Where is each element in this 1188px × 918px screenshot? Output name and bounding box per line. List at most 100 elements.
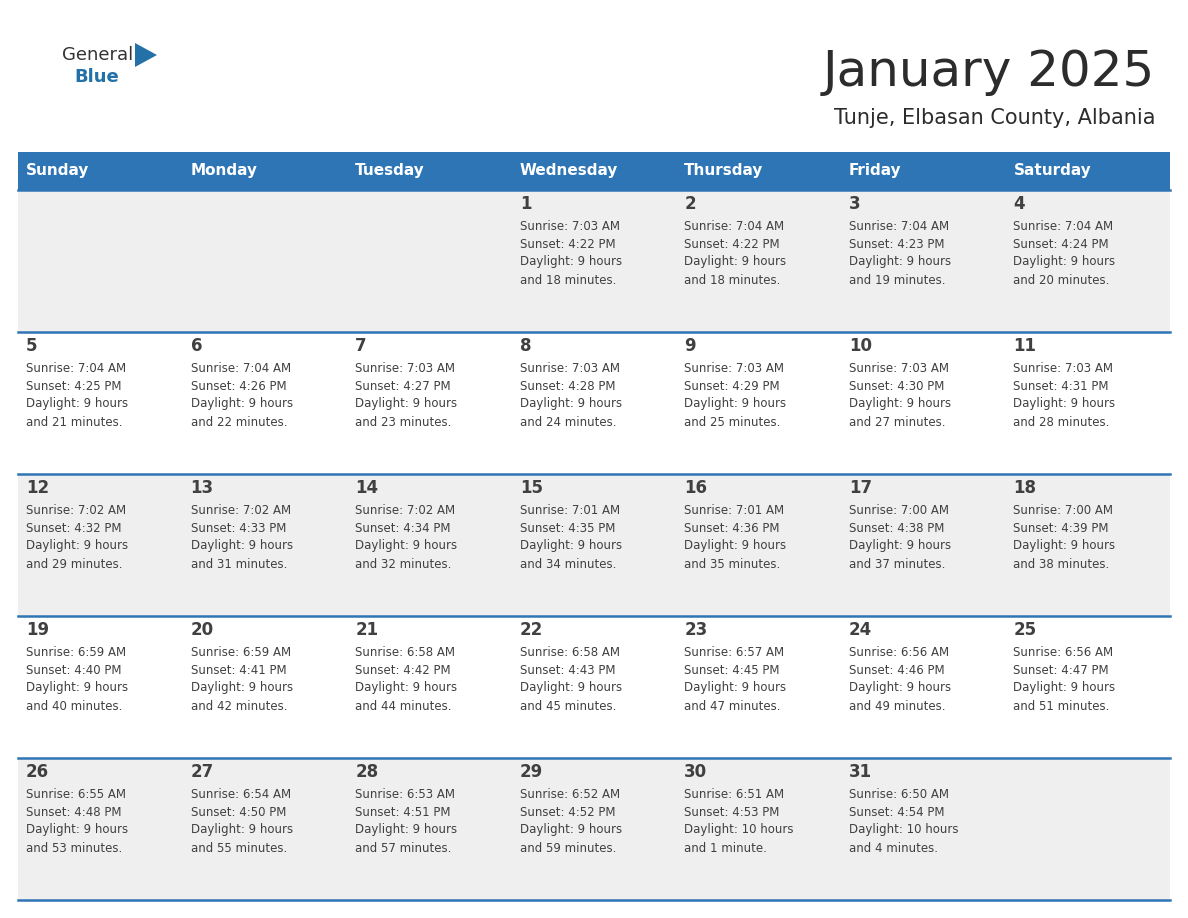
Text: 13: 13: [190, 479, 214, 497]
Text: Sunrise: 7:00 AM: Sunrise: 7:00 AM: [849, 503, 949, 517]
Text: Tuesday: Tuesday: [355, 163, 425, 178]
Text: and 28 minutes.: and 28 minutes.: [1013, 416, 1110, 429]
Text: Daylight: 9 hours: Daylight: 9 hours: [684, 540, 786, 553]
Text: 26: 26: [26, 763, 49, 781]
Bar: [18, 758, 1170, 900]
Text: Daylight: 9 hours: Daylight: 9 hours: [519, 540, 621, 553]
Text: Sunset: 4:50 PM: Sunset: 4:50 PM: [190, 805, 286, 819]
Text: Sunrise: 7:04 AM: Sunrise: 7:04 AM: [849, 219, 949, 232]
Text: Sunrise: 7:04 AM: Sunrise: 7:04 AM: [26, 362, 126, 375]
Text: Sunset: 4:31 PM: Sunset: 4:31 PM: [1013, 379, 1108, 393]
Text: Sunset: 4:47 PM: Sunset: 4:47 PM: [1013, 664, 1110, 677]
Text: Sunrise: 6:56 AM: Sunrise: 6:56 AM: [849, 645, 949, 658]
Text: and 35 minutes.: and 35 minutes.: [684, 557, 781, 570]
Text: and 53 minutes.: and 53 minutes.: [26, 842, 122, 855]
Text: Sunrise: 7:03 AM: Sunrise: 7:03 AM: [519, 219, 620, 232]
Text: and 40 minutes.: and 40 minutes.: [26, 700, 122, 712]
Text: 15: 15: [519, 479, 543, 497]
Text: Thursday: Thursday: [684, 163, 764, 178]
Text: Sunrise: 6:50 AM: Sunrise: 6:50 AM: [849, 788, 949, 800]
Text: and 31 minutes.: and 31 minutes.: [190, 557, 287, 570]
Text: January 2025: January 2025: [823, 48, 1155, 96]
Text: Daylight: 9 hours: Daylight: 9 hours: [849, 397, 950, 410]
Text: Daylight: 9 hours: Daylight: 9 hours: [519, 823, 621, 836]
Text: 8: 8: [519, 337, 531, 355]
Text: 20: 20: [190, 621, 214, 639]
Text: and 38 minutes.: and 38 minutes.: [1013, 557, 1110, 570]
Text: Daylight: 9 hours: Daylight: 9 hours: [519, 397, 621, 410]
Text: 4: 4: [1013, 195, 1025, 213]
Text: Sunrise: 7:03 AM: Sunrise: 7:03 AM: [355, 362, 455, 375]
Text: Daylight: 9 hours: Daylight: 9 hours: [190, 397, 292, 410]
Text: Sunset: 4:39 PM: Sunset: 4:39 PM: [1013, 521, 1108, 534]
Text: Sunset: 4:24 PM: Sunset: 4:24 PM: [1013, 238, 1110, 251]
Text: Sunset: 4:52 PM: Sunset: 4:52 PM: [519, 805, 615, 819]
Text: 21: 21: [355, 621, 378, 639]
Text: Sunset: 4:29 PM: Sunset: 4:29 PM: [684, 379, 779, 393]
Text: and 42 minutes.: and 42 minutes.: [190, 700, 287, 712]
Text: Sunrise: 6:58 AM: Sunrise: 6:58 AM: [519, 645, 620, 658]
Text: Sunset: 4:41 PM: Sunset: 4:41 PM: [190, 664, 286, 677]
Text: 7: 7: [355, 337, 367, 355]
Text: and 45 minutes.: and 45 minutes.: [519, 700, 617, 712]
Text: Daylight: 9 hours: Daylight: 9 hours: [355, 681, 457, 695]
Text: Sunrise: 6:55 AM: Sunrise: 6:55 AM: [26, 788, 126, 800]
Text: and 25 minutes.: and 25 minutes.: [684, 416, 781, 429]
Bar: [512, 152, 676, 190]
Text: Sunrise: 7:04 AM: Sunrise: 7:04 AM: [190, 362, 291, 375]
Text: 14: 14: [355, 479, 378, 497]
Text: Sunset: 4:53 PM: Sunset: 4:53 PM: [684, 805, 779, 819]
Text: and 19 minutes.: and 19 minutes.: [849, 274, 946, 286]
Text: Daylight: 9 hours: Daylight: 9 hours: [1013, 397, 1116, 410]
Text: 25: 25: [1013, 621, 1037, 639]
Text: Sunset: 4:40 PM: Sunset: 4:40 PM: [26, 664, 121, 677]
Text: Sunrise: 7:02 AM: Sunrise: 7:02 AM: [190, 503, 291, 517]
Text: and 34 minutes.: and 34 minutes.: [519, 557, 617, 570]
Text: Sunrise: 6:56 AM: Sunrise: 6:56 AM: [1013, 645, 1113, 658]
Text: and 21 minutes.: and 21 minutes.: [26, 416, 122, 429]
Text: Sunrise: 7:01 AM: Sunrise: 7:01 AM: [519, 503, 620, 517]
Bar: [183, 152, 347, 190]
Text: Saturday: Saturday: [1013, 163, 1092, 178]
Text: Sunday: Sunday: [26, 163, 89, 178]
Text: Daylight: 9 hours: Daylight: 9 hours: [26, 397, 128, 410]
Text: and 18 minutes.: and 18 minutes.: [519, 274, 617, 286]
Text: Sunrise: 6:59 AM: Sunrise: 6:59 AM: [190, 645, 291, 658]
Text: Sunrise: 7:04 AM: Sunrise: 7:04 AM: [684, 219, 784, 232]
Text: 1: 1: [519, 195, 531, 213]
Text: General: General: [62, 46, 133, 64]
Text: Daylight: 9 hours: Daylight: 9 hours: [190, 823, 292, 836]
Text: Daylight: 9 hours: Daylight: 9 hours: [849, 540, 950, 553]
Text: Sunset: 4:28 PM: Sunset: 4:28 PM: [519, 379, 615, 393]
Text: and 32 minutes.: and 32 minutes.: [355, 557, 451, 570]
Bar: [676, 152, 841, 190]
Text: Daylight: 9 hours: Daylight: 9 hours: [1013, 681, 1116, 695]
Text: Sunrise: 7:02 AM: Sunrise: 7:02 AM: [26, 503, 126, 517]
Text: Daylight: 9 hours: Daylight: 9 hours: [684, 397, 786, 410]
Text: Daylight: 9 hours: Daylight: 9 hours: [355, 540, 457, 553]
Text: Sunset: 4:22 PM: Sunset: 4:22 PM: [684, 238, 779, 251]
Text: Sunrise: 6:52 AM: Sunrise: 6:52 AM: [519, 788, 620, 800]
Text: Sunrise: 7:03 AM: Sunrise: 7:03 AM: [519, 362, 620, 375]
Text: Blue: Blue: [74, 68, 119, 86]
Text: 27: 27: [190, 763, 214, 781]
Text: Daylight: 10 hours: Daylight: 10 hours: [849, 823, 959, 836]
Text: Sunrise: 7:03 AM: Sunrise: 7:03 AM: [849, 362, 949, 375]
Text: Daylight: 9 hours: Daylight: 9 hours: [26, 681, 128, 695]
Bar: [18, 474, 1170, 616]
Text: 9: 9: [684, 337, 696, 355]
Text: and 55 minutes.: and 55 minutes.: [190, 842, 286, 855]
Polygon shape: [135, 43, 157, 67]
Text: Sunrise: 7:02 AM: Sunrise: 7:02 AM: [355, 503, 455, 517]
Text: and 4 minutes.: and 4 minutes.: [849, 842, 937, 855]
Text: and 57 minutes.: and 57 minutes.: [355, 842, 451, 855]
Text: and 37 minutes.: and 37 minutes.: [849, 557, 946, 570]
Text: Sunset: 4:43 PM: Sunset: 4:43 PM: [519, 664, 615, 677]
Text: Sunrise: 7:03 AM: Sunrise: 7:03 AM: [684, 362, 784, 375]
Text: Sunrise: 6:59 AM: Sunrise: 6:59 AM: [26, 645, 126, 658]
Text: Sunset: 4:48 PM: Sunset: 4:48 PM: [26, 805, 121, 819]
Text: Sunset: 4:46 PM: Sunset: 4:46 PM: [849, 664, 944, 677]
Text: Sunset: 4:26 PM: Sunset: 4:26 PM: [190, 379, 286, 393]
Text: Sunset: 4:22 PM: Sunset: 4:22 PM: [519, 238, 615, 251]
Text: and 18 minutes.: and 18 minutes.: [684, 274, 781, 286]
